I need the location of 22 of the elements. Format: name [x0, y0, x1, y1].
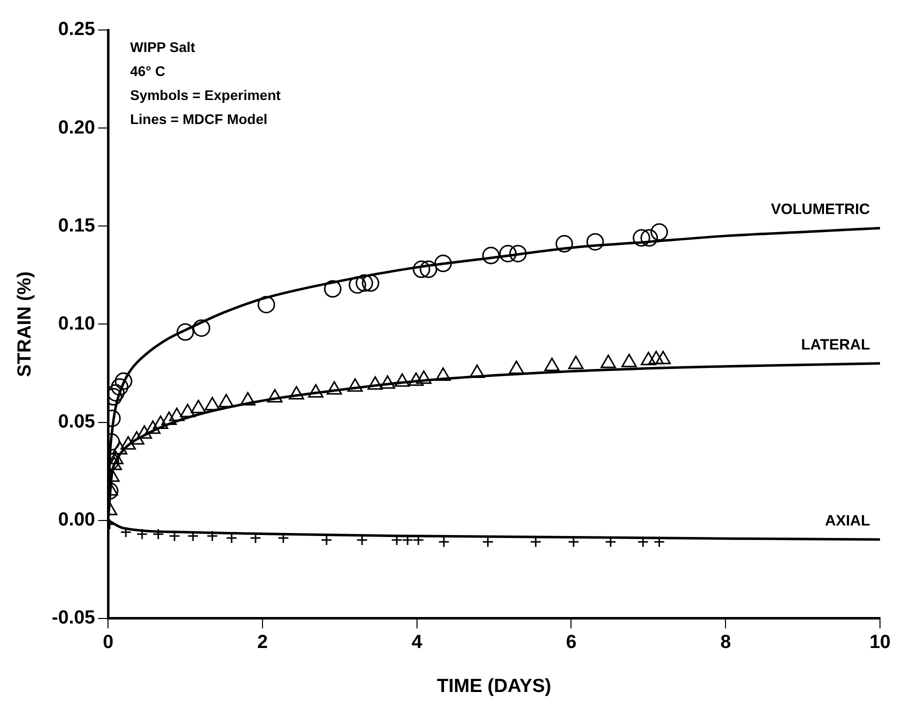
- y-tick-label: 0.05: [58, 412, 96, 432]
- x-tick-label: 0: [102, 632, 114, 654]
- series-label: VOLUMETRIC: [770, 201, 870, 218]
- annotation: WIPP Salt: [130, 39, 196, 55]
- x-tick-label: 6: [566, 632, 577, 654]
- x-tick-label: 10: [869, 632, 891, 654]
- annotation: Symbols = Experiment: [130, 87, 281, 103]
- y-tick-label: 0.20: [58, 117, 96, 138]
- annotation: Lines = MDCF Model: [130, 111, 268, 127]
- x-tick-label: 8: [720, 632, 731, 654]
- series-label: AXIAL: [825, 512, 870, 530]
- y-tick-label: 0.15: [58, 215, 96, 236]
- y-tick-label: 0.10: [58, 313, 96, 334]
- x-tick-label: 4: [412, 632, 423, 654]
- annotation: 46° C: [130, 63, 166, 79]
- y-tick-label: 0.25: [58, 19, 96, 40]
- y-tick-label: -0.05: [52, 608, 96, 629]
- x-axis-title: TIME (DAYS): [436, 676, 552, 697]
- series-label: LATERAL: [801, 336, 870, 354]
- y-tick-label: 0.00: [58, 510, 96, 531]
- x-tick-label: 2: [257, 632, 268, 654]
- y-axis-title: STRAIN (%): [14, 271, 36, 377]
